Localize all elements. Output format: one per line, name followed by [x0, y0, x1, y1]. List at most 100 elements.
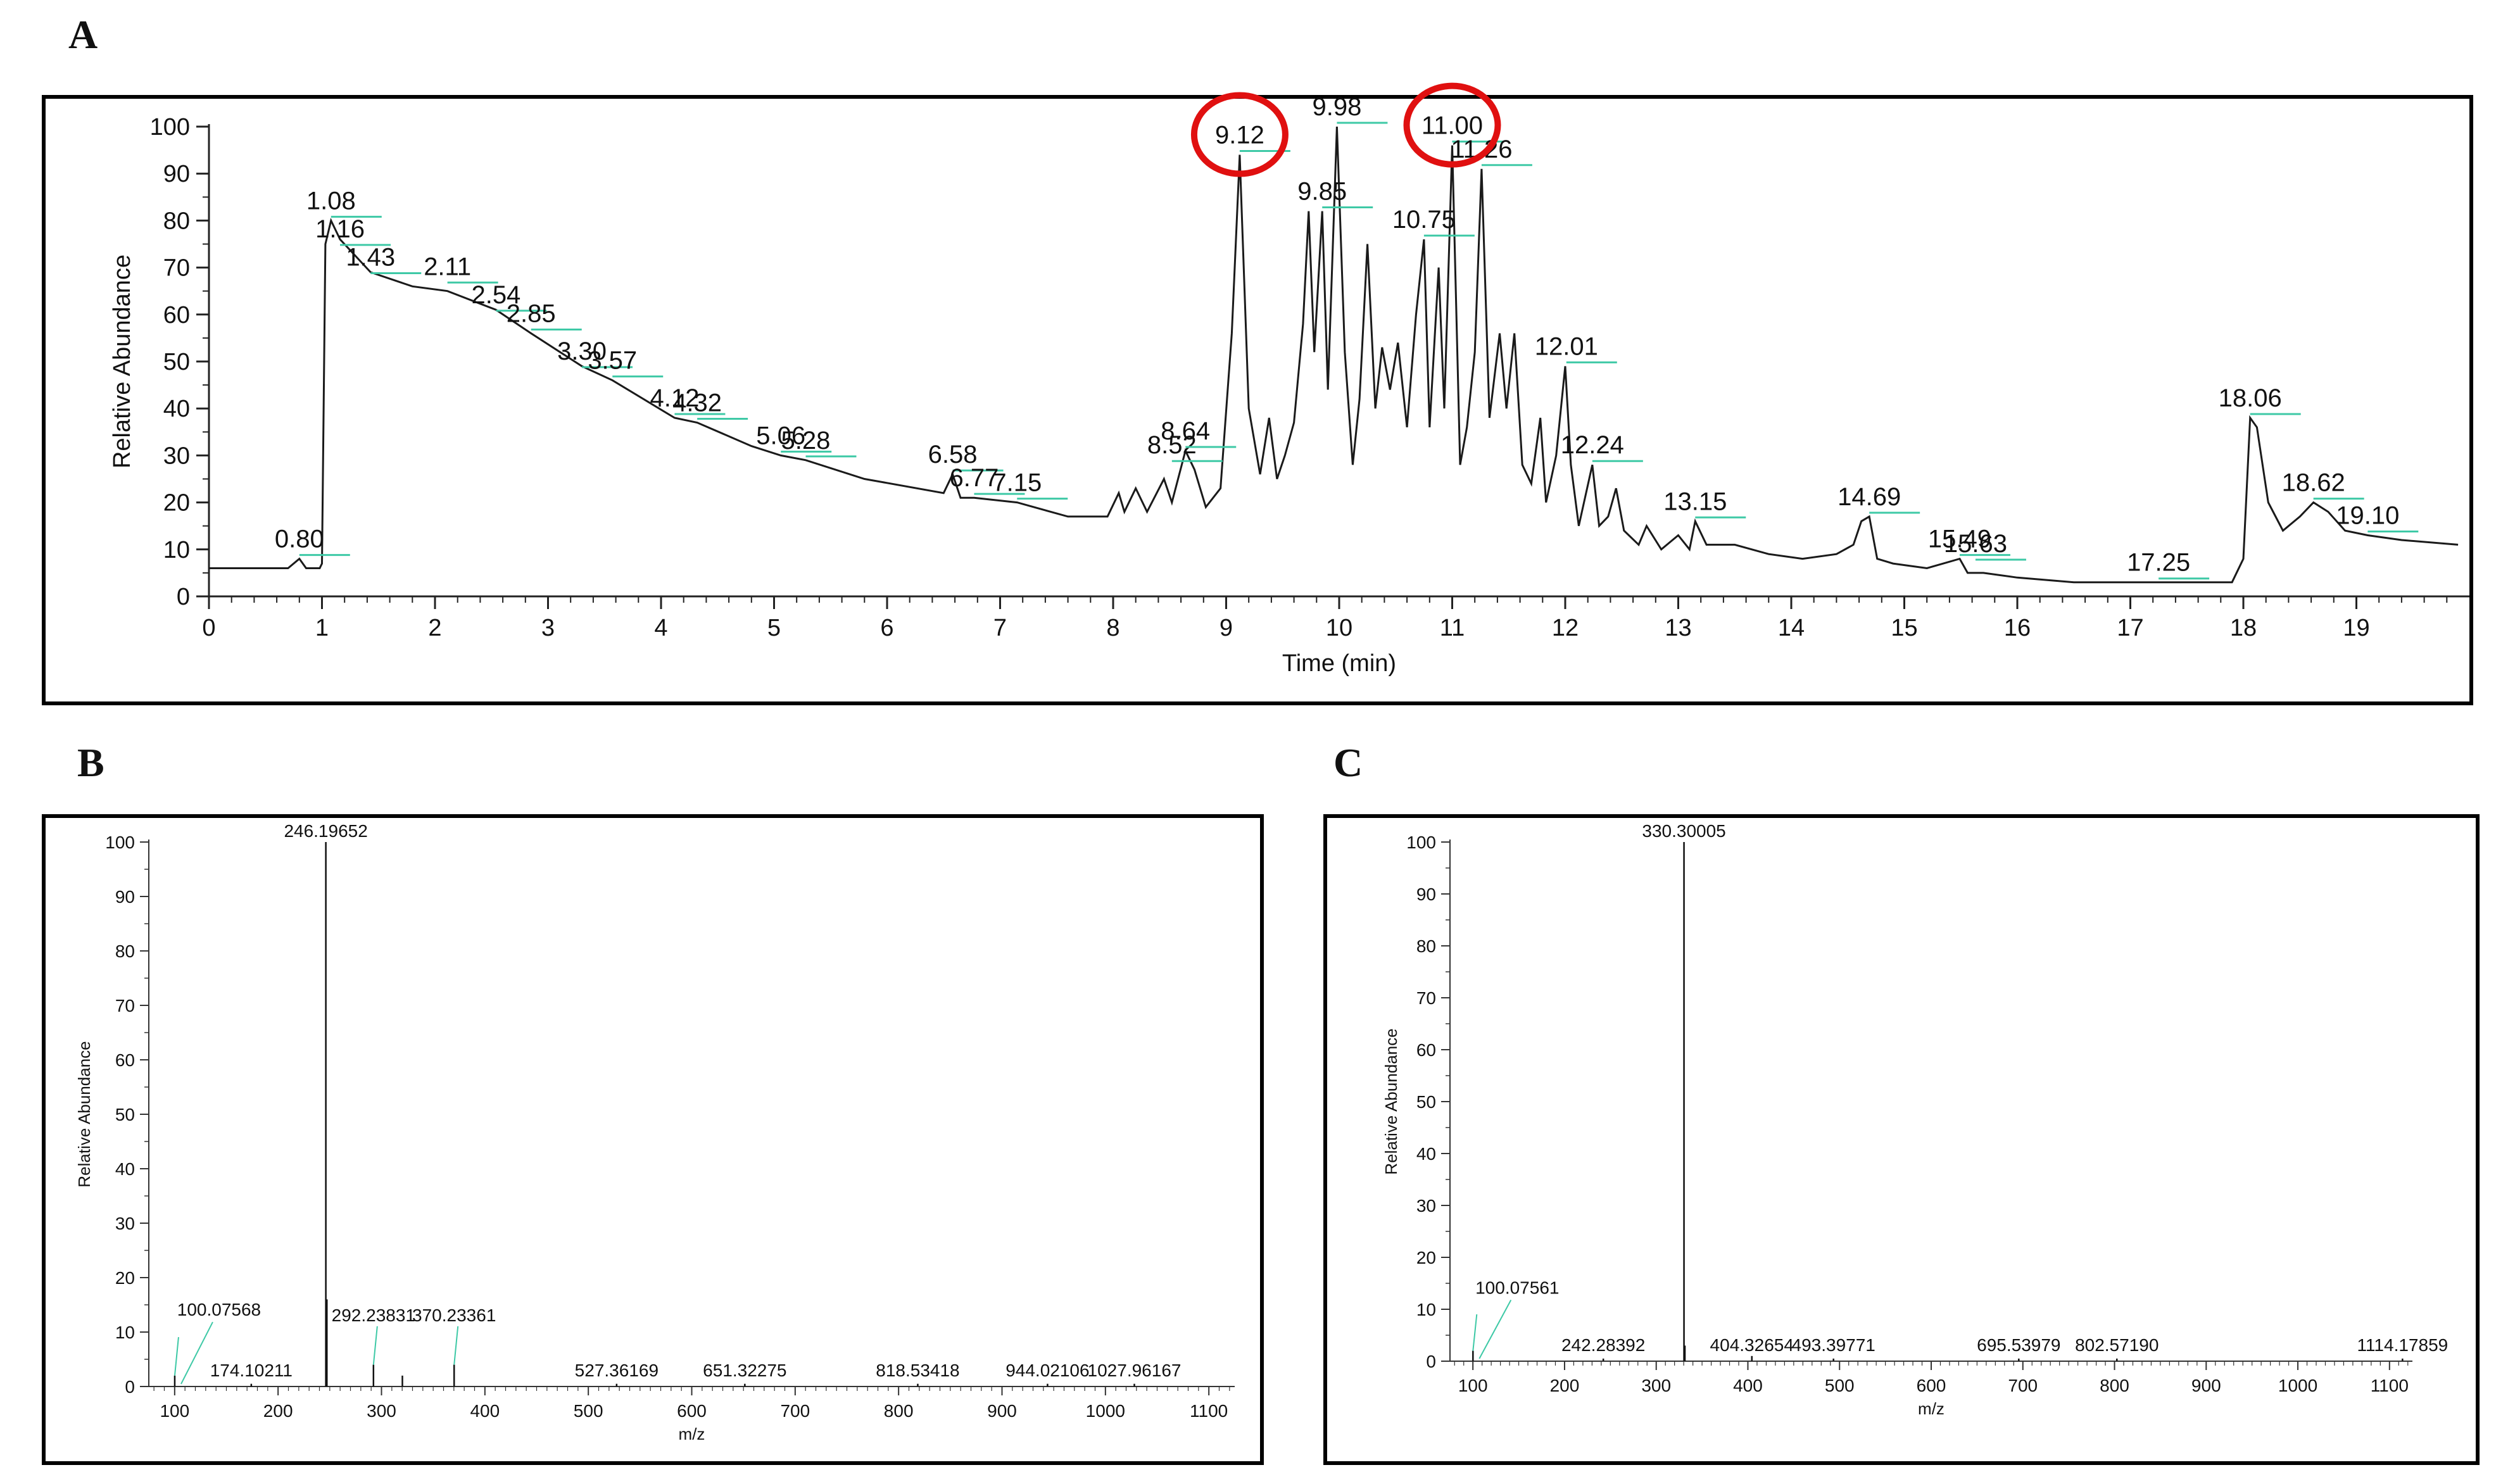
spectrum-peak-label: 100.07561 — [1475, 1278, 1559, 1297]
spectrum-c-chart: 0 10 20 30 40 50 60 70 80 90 100 100 200 300 400 500 600… — [1382, 821, 2448, 1418]
chromatogram-peak-label: 10.75 — [1392, 206, 1456, 234]
spectrum-x-tick-label: 400 — [470, 1401, 500, 1421]
spectrum-y-tick-label: 10 — [115, 1323, 135, 1342]
spectrum-y-tick-label: 30 — [1416, 1196, 1436, 1216]
chromatogram-y-axis-label: Relative Abundance — [109, 255, 136, 468]
spectrum-peak-label: 493.39771 — [1792, 1335, 1875, 1355]
panel-label-b: B — [77, 740, 104, 785]
chromatogram-peak-label: 2.54 — [471, 281, 520, 309]
chromatogram-peak-label: 4.12 — [650, 384, 699, 412]
spectrum-c-peaks: 100.07561 242.28392 330.30005 404.32654493.… — [1472, 821, 2448, 1361]
chromatogram-x-tick-label: 3 — [541, 615, 555, 641]
spectrum-y-tick-label: 40 — [115, 1159, 135, 1179]
spectrum-y-tick-label: 100 — [105, 833, 135, 852]
chromatogram-peak-label: 7.15 — [992, 469, 1042, 497]
spectrum-x-tick-label: 500 — [1825, 1376, 1855, 1395]
chromatogram-peak-label: 8.64 — [1161, 417, 1210, 445]
spectrum-y-tick-label: 0 — [125, 1377, 135, 1397]
chromatogram-peak-label: 8.52 — [1147, 431, 1197, 459]
spectrum-peak-leader — [372, 1326, 378, 1365]
spectrum-y-tick-label: 90 — [115, 887, 135, 907]
chromatogram-peak-label: 17.25 — [2127, 549, 2190, 577]
spectrum-peak-label: 292.23831 — [332, 1305, 415, 1325]
spectrum-peak-leader — [1478, 1299, 1512, 1359]
chromatogram-peak-label: 1.16 — [315, 215, 365, 243]
chromatogram-y-tick-label: 90 — [163, 161, 190, 187]
spectrum-x-tick-label: 100 — [160, 1401, 189, 1421]
chromatogram-x-tick-label: 10 — [1326, 615, 1352, 641]
spectrum-x-tick-label: 700 — [780, 1401, 810, 1421]
chromatogram-y-tick-label: 0 — [177, 584, 190, 610]
chromatogram-peak-label: 19.10 — [2336, 502, 2399, 530]
chromatogram-peak-label: 1.08 — [306, 187, 356, 215]
spectrum-peak-label: 100.07568 — [177, 1300, 261, 1319]
spectrum-peak-label: 404.32654 — [1710, 1335, 1794, 1355]
spectrum-peak-label: 242.28392 — [1561, 1335, 1645, 1355]
spectrum-peak-label: 802.57190 — [2075, 1335, 2159, 1355]
chromatogram-y-tick-label: 80 — [163, 208, 190, 234]
spectrum-peak-label: 1027.96167 — [1088, 1361, 1182, 1380]
spectrum-x-tick-label: 300 — [1641, 1376, 1671, 1395]
spectrum-y-tick-label: 90 — [1416, 884, 1436, 904]
spectrum-c-axes: 0 10 20 30 40 50 60 70 80 90 100 100 200 300 400 500 600… — [1406, 833, 2412, 1395]
spectrum-y-tick-label: 70 — [115, 996, 135, 1016]
chromatogram-x-tick-label: 11 — [1440, 615, 1465, 641]
spectrum-peak-label: 246.19652 — [284, 821, 367, 841]
spectrum-y-tick-label: 40 — [1416, 1144, 1436, 1164]
chromatogram-peak-label: 13.15 — [1663, 487, 1727, 515]
chromatogram-y-tick-label: 60 — [163, 302, 190, 329]
spectrum-x-tick-label: 1100 — [2371, 1376, 2409, 1395]
chromatogram-x-tick-label: 19 — [2343, 615, 2369, 641]
spectrum-x-tick-label: 500 — [574, 1401, 603, 1421]
chromatogram-x-tick-label: 15 — [1891, 615, 1917, 641]
chromatogram-x-axis-label: Time (min) — [1282, 650, 1396, 677]
chromatogram-frame — [42, 95, 2473, 705]
spectrum-x-tick-label: 600 — [1917, 1376, 1946, 1395]
chromatogram-peak-label: 15.63 — [1944, 530, 2007, 558]
spectrum-x-tick-label: 900 — [987, 1401, 1017, 1421]
chromatogram-peak-label: 9.12 — [1215, 122, 1264, 149]
chromatogram-trace — [209, 126, 2459, 584]
chromatogram-x-tick-label: 0 — [202, 615, 215, 641]
chromatogram-x-tick-label: 12 — [1552, 615, 1579, 641]
chromatogram-peak-label: 2.85 — [507, 299, 556, 327]
chromatogram-peak-label: 18.06 — [2219, 384, 2282, 412]
spectrum-y-tick-label: 80 — [1416, 936, 1436, 956]
spectrum-y-tick-label: 50 — [115, 1105, 135, 1124]
chromatogram-peak-label: 0.80 — [275, 525, 324, 553]
spectrum-x-tick-label: 600 — [677, 1401, 707, 1421]
chromatogram-peak-label: 11.00 — [1421, 112, 1483, 140]
chromatogram-peak-label: 12.24 — [1561, 431, 1624, 459]
chromatogram-peak-label: 5.28 — [781, 427, 831, 455]
spectrum-peak-label: 1114.17859 — [2357, 1335, 2448, 1355]
chromatogram-highlights — [1190, 82, 1501, 177]
spectrum-y-tick-label: 60 — [1416, 1040, 1436, 1060]
spectrum-x-tick-label: 800 — [884, 1401, 914, 1421]
spectrum-peak-leader — [173, 1336, 179, 1376]
chromatogram-x-tick-label: 2 — [428, 615, 441, 641]
chromatogram-highlight-circle — [1403, 82, 1501, 168]
spectrum-peak-label: 330.30005 — [1642, 821, 1725, 841]
chromatogram-y-tick-label: 50 — [163, 349, 190, 375]
chromatogram-x-tick-label: 7 — [993, 615, 1007, 641]
chromatogram-y-tick-label: 20 — [163, 490, 190, 517]
panel-label-c: C — [1333, 740, 1363, 785]
chromatogram-x-tick-label: 16 — [2004, 615, 2031, 641]
chromatogram-peak-label: 6.77 — [950, 464, 999, 492]
spectrum-y-tick-label: 20 — [115, 1268, 135, 1288]
chromatogram-peak-labels: 0.80 1.081.161.43 2.112.542.853.303.57 4.12… — [275, 93, 2419, 580]
spectrum-peak-label: 651.32275 — [703, 1361, 786, 1380]
spectrum-peak-leader — [453, 1326, 459, 1365]
chromatogram-peak-label: 9.85 — [1297, 178, 1347, 206]
chromatogram-peak-label: 15.49 — [1928, 525, 1991, 553]
chromatogram-x-tick-label: 13 — [1665, 615, 1691, 641]
spectrum-x-tick-label: 800 — [2100, 1376, 2129, 1395]
spectrum-c-frame — [1323, 814, 2480, 1465]
spectrum-y-tick-label: 50 — [1416, 1092, 1436, 1112]
chromatogram-x-tick-label: 4 — [654, 615, 667, 641]
chromatogram-x-tick-label: 1 — [315, 615, 329, 641]
spectrum-c-x-axis-label: m/z — [1918, 1399, 1944, 1418]
